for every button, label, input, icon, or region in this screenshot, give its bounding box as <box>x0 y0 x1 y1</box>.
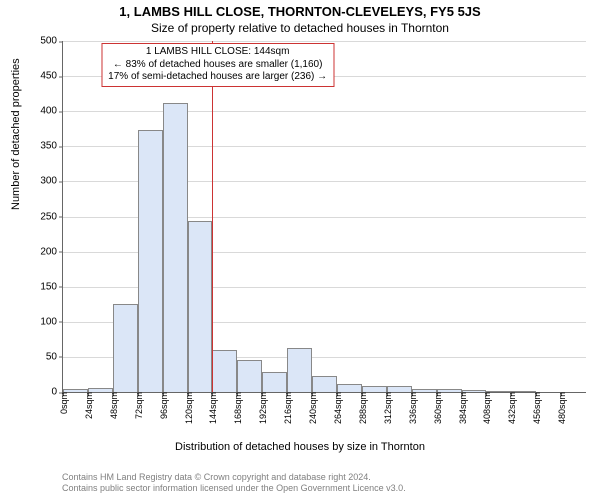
x-tick-label: 48sqm <box>109 392 119 419</box>
y-tick-label: 500 <box>40 36 63 47</box>
bar-slot: 72sqm <box>138 41 163 392</box>
y-tick-label: 200 <box>40 246 63 257</box>
annotation-line: 17% of semi-detached houses are larger (… <box>108 71 327 84</box>
page-title: 1, LAMBS HILL CLOSE, THORNTON-CLEVELEYS,… <box>0 0 600 19</box>
bar-slot: 312sqm <box>387 41 412 392</box>
bar-slot: 168sqm <box>237 41 262 392</box>
bar-slot: 288sqm <box>362 41 387 392</box>
bar-slot: 336sqm <box>412 41 437 392</box>
histogram-bar <box>188 221 213 392</box>
x-tick-label: 336sqm <box>408 392 418 424</box>
x-tick-label: 0sqm <box>59 392 69 414</box>
histogram-bar <box>262 372 287 392</box>
x-tick-label: 192sqm <box>258 392 268 424</box>
bar-slot: 456sqm <box>536 41 561 392</box>
page-subtitle: Size of property relative to detached ho… <box>0 19 600 41</box>
annotation-box: 1 LAMBS HILL CLOSE: 144sqm ← 83% of deta… <box>101 43 334 87</box>
histogram-bar <box>113 304 138 392</box>
annotation-line: ← 83% of detached houses are smaller (1,… <box>108 59 327 72</box>
x-tick-label: 312sqm <box>383 392 393 424</box>
x-tick-label: 360sqm <box>433 392 443 424</box>
bar-slot: 216sqm <box>287 41 312 392</box>
bar-slot: 264sqm <box>337 41 362 392</box>
bar-slot: 96sqm <box>163 41 188 392</box>
bar-slot: 240sqm <box>312 41 337 392</box>
histogram-bar <box>212 350 237 392</box>
x-tick-label: 96sqm <box>159 392 169 419</box>
y-tick-label: 250 <box>40 211 63 222</box>
y-tick-label: 400 <box>40 106 63 117</box>
x-tick-label: 72sqm <box>134 392 144 419</box>
y-tick-label: 50 <box>46 351 63 362</box>
bar-slot: 192sqm <box>262 41 287 392</box>
plot-area: 050100150200250300350400450500 0sqm24sqm… <box>62 41 586 393</box>
footer-line: Contains HM Land Registry data © Crown c… <box>62 472 406 483</box>
bars-container: 0sqm24sqm48sqm72sqm96sqm120sqm144sqm168s… <box>63 41 586 392</box>
y-axis-label: Number of detached properties <box>10 58 22 210</box>
bar-slot: 480sqm <box>561 41 586 392</box>
x-tick-label: 288sqm <box>358 392 368 424</box>
x-tick-label: 216sqm <box>283 392 293 424</box>
x-tick-label: 456sqm <box>532 392 542 424</box>
bar-slot: 0sqm <box>63 41 88 392</box>
y-tick-label: 350 <box>40 141 63 152</box>
x-tick-label: 120sqm <box>184 392 194 424</box>
histogram-bar <box>337 384 362 392</box>
bar-slot: 120sqm <box>188 41 213 392</box>
x-tick-label: 408sqm <box>482 392 492 424</box>
histogram-bar <box>163 103 188 392</box>
x-tick-label: 432sqm <box>507 392 517 424</box>
bar-slot: 384sqm <box>462 41 487 392</box>
y-tick-label: 100 <box>40 316 63 327</box>
y-tick-label: 300 <box>40 176 63 187</box>
x-tick-label: 240sqm <box>308 392 318 424</box>
histogram-bar <box>287 348 312 392</box>
attribution-footer: Contains HM Land Registry data © Crown c… <box>62 472 406 495</box>
histogram-bar <box>138 130 163 392</box>
bar-slot: 360sqm <box>437 41 462 392</box>
x-tick-label: 264sqm <box>333 392 343 424</box>
annotation-line: 1 LAMBS HILL CLOSE: 144sqm <box>108 46 327 59</box>
y-tick-label: 150 <box>40 281 63 292</box>
histogram-chart: 050100150200250300350400450500 0sqm24sqm… <box>62 41 586 393</box>
x-tick-label: 24sqm <box>84 392 94 419</box>
bar-slot: 48sqm <box>113 41 138 392</box>
bar-slot: 408sqm <box>486 41 511 392</box>
bar-slot: 432sqm <box>511 41 536 392</box>
x-tick-label: 144sqm <box>208 392 218 424</box>
histogram-bar <box>312 376 337 392</box>
footer-line: Contains public sector information licen… <box>62 483 406 494</box>
x-axis-label: Distribution of detached houses by size … <box>0 441 600 453</box>
x-tick-label: 384sqm <box>458 392 468 424</box>
bar-slot: 24sqm <box>88 41 113 392</box>
x-tick-label: 480sqm <box>557 392 567 424</box>
x-tick-label: 168sqm <box>233 392 243 424</box>
histogram-bar <box>237 360 262 392</box>
bar-slot: 144sqm <box>212 41 237 392</box>
y-tick-label: 450 <box>40 71 63 82</box>
marker-line <box>212 41 213 392</box>
